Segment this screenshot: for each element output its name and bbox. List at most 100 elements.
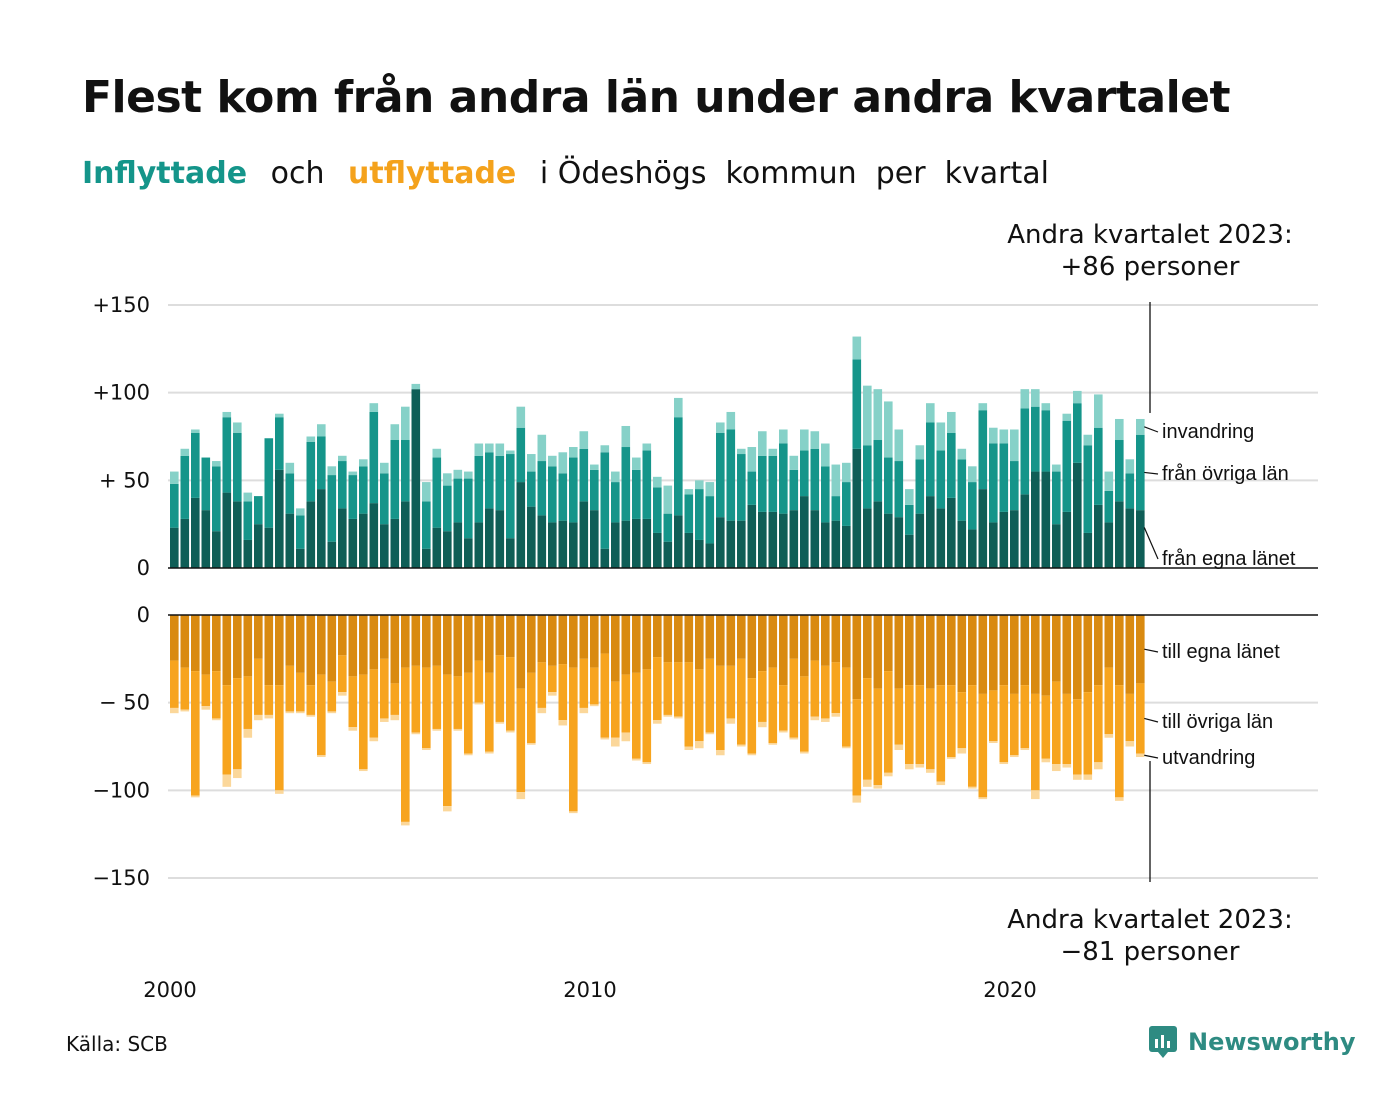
- bar-in-other-counties: [800, 450, 809, 497]
- bar-in-other-counties: [579, 448, 589, 502]
- series-label-till-ovriga-lan-leader: [1144, 717, 1159, 723]
- bar-in-own-county: [894, 517, 904, 568]
- bar-in-immigration: [191, 429, 200, 433]
- bar-in-immigration: [180, 448, 190, 456]
- bar-in-other-counties: [999, 443, 1009, 512]
- bar-in-immigration: [506, 450, 515, 455]
- bar-out-own-county: [569, 615, 578, 668]
- bar-in-own-county: [264, 527, 274, 568]
- bar-in-other-counties: [905, 504, 914, 535]
- bar-in-immigration: [716, 422, 725, 433]
- bar-out-emigration: [401, 821, 410, 826]
- bar-in-other-counties: [201, 457, 211, 511]
- bar-in-other-counties: [705, 496, 715, 544]
- bar-in-own-county: [317, 489, 326, 568]
- bar-in-own-county: [306, 501, 316, 568]
- bar-out-own-county: [464, 615, 473, 673]
- annotation-bottom-line2: −81 personer: [1060, 937, 1240, 967]
- bar-in-immigration: [915, 445, 925, 460]
- bar-in-own-county: [474, 522, 484, 568]
- bar-out-own-county: [884, 615, 893, 672]
- bar-out-own-county: [422, 615, 431, 668]
- bar-out-own-county: [999, 615, 1009, 686]
- bar-out-own-county: [852, 615, 862, 700]
- bar-out-emigration: [1073, 774, 1082, 780]
- bar-out-own-county: [401, 615, 410, 668]
- bar-in-immigration: [1073, 390, 1082, 404]
- bar-in-own-county: [1010, 510, 1019, 568]
- bar-out-emigration: [758, 721, 767, 728]
- bar-in-other-counties: [695, 489, 704, 540]
- bar-in-own-county: [968, 529, 977, 568]
- bar-out-emigration: [1104, 734, 1114, 738]
- bar-in-immigration: [285, 462, 295, 474]
- bar-out-other-counties: [747, 678, 757, 754]
- bar-in-other-counties: [821, 466, 830, 523]
- bar-in-immigration: [170, 471, 179, 484]
- bar-in-immigration: [1094, 394, 1103, 428]
- bar-in-own-county: [516, 482, 526, 568]
- bar-out-emigration: [537, 707, 547, 714]
- bar-out-other-counties: [296, 672, 305, 712]
- bar-out-other-counties: [380, 658, 389, 719]
- bar-out-own-county: [170, 615, 179, 661]
- bar-in-other-counties: [600, 452, 610, 549]
- bar-out-own-county: [443, 615, 452, 675]
- bar-out-emigration: [999, 762, 1009, 765]
- bar-in-immigration: [317, 424, 326, 437]
- bar-out-other-counties: [1094, 685, 1103, 763]
- bar-out-emigration: [705, 732, 715, 735]
- bar-out-emigration: [296, 711, 305, 714]
- bar-in-other-counties: [978, 410, 988, 490]
- bar-in-own-county: [453, 522, 463, 568]
- bar-out-other-counties: [852, 699, 862, 796]
- bar-in-other-counties: [180, 455, 190, 519]
- annotation-top-line2: +86 personer: [1060, 252, 1240, 282]
- bar-in-own-county: [548, 522, 557, 568]
- bar-in-own-county: [1031, 471, 1040, 568]
- bar-in-immigration: [495, 443, 505, 456]
- bar-out-own-county: [327, 615, 337, 682]
- newsworthy-logo: Newsworthy: [1148, 1024, 1356, 1060]
- bar-out-own-county: [548, 615, 557, 666]
- bar-out-own-county: [842, 615, 851, 668]
- bar-out-emigration: [338, 692, 347, 696]
- bar-in-other-counties: [1083, 445, 1093, 533]
- bar-out-own-county: [348, 615, 358, 677]
- bar-out-other-counties: [684, 662, 694, 747]
- bar-in-other-counties: [947, 432, 956, 498]
- bar-out-emigration: [264, 714, 274, 719]
- bar-in-immigration: [432, 448, 442, 458]
- bar-out-emigration: [831, 713, 841, 717]
- bar-in-own-county: [201, 510, 211, 568]
- annotation-top: Andra kvartalet 2023: +86 personer: [990, 219, 1310, 283]
- bar-in-own-county: [369, 503, 379, 568]
- bar-out-emigration: [201, 706, 211, 710]
- bar-out-other-counties: [957, 692, 967, 749]
- bar-out-own-county: [285, 615, 295, 666]
- bar-in-other-counties: [170, 483, 179, 528]
- bar-in-own-county: [716, 517, 725, 568]
- bar-out-other-counties: [537, 662, 547, 708]
- bar-in-own-county: [327, 541, 337, 568]
- bar-in-own-county: [842, 525, 851, 568]
- bar-out-own-county: [642, 615, 652, 670]
- bar-in-other-counties: [989, 443, 998, 523]
- source-note: Källa: SCB: [66, 1032, 168, 1056]
- bar-in-other-counties: [779, 443, 788, 514]
- bar-in-own-county: [243, 539, 253, 568]
- bar-in-other-counties: [957, 459, 967, 521]
- bar-out-own-county: [695, 615, 704, 670]
- bar-in-immigration: [684, 489, 694, 495]
- bar-out-other-counties: [180, 667, 190, 710]
- bar-out-emigration: [1136, 753, 1145, 758]
- bar-in-own-county: [852, 448, 862, 568]
- bar-out-other-counties: [936, 685, 946, 782]
- bar-out-emigration: [558, 720, 568, 726]
- bar-in-immigration: [579, 431, 589, 449]
- bar-in-immigration: [212, 461, 221, 467]
- bar-out-other-counties: [915, 685, 925, 765]
- series-label-utvandring: utvandring: [1162, 747, 1255, 769]
- bar-in-immigration: [831, 464, 841, 497]
- bar-out-emigration: [233, 769, 242, 779]
